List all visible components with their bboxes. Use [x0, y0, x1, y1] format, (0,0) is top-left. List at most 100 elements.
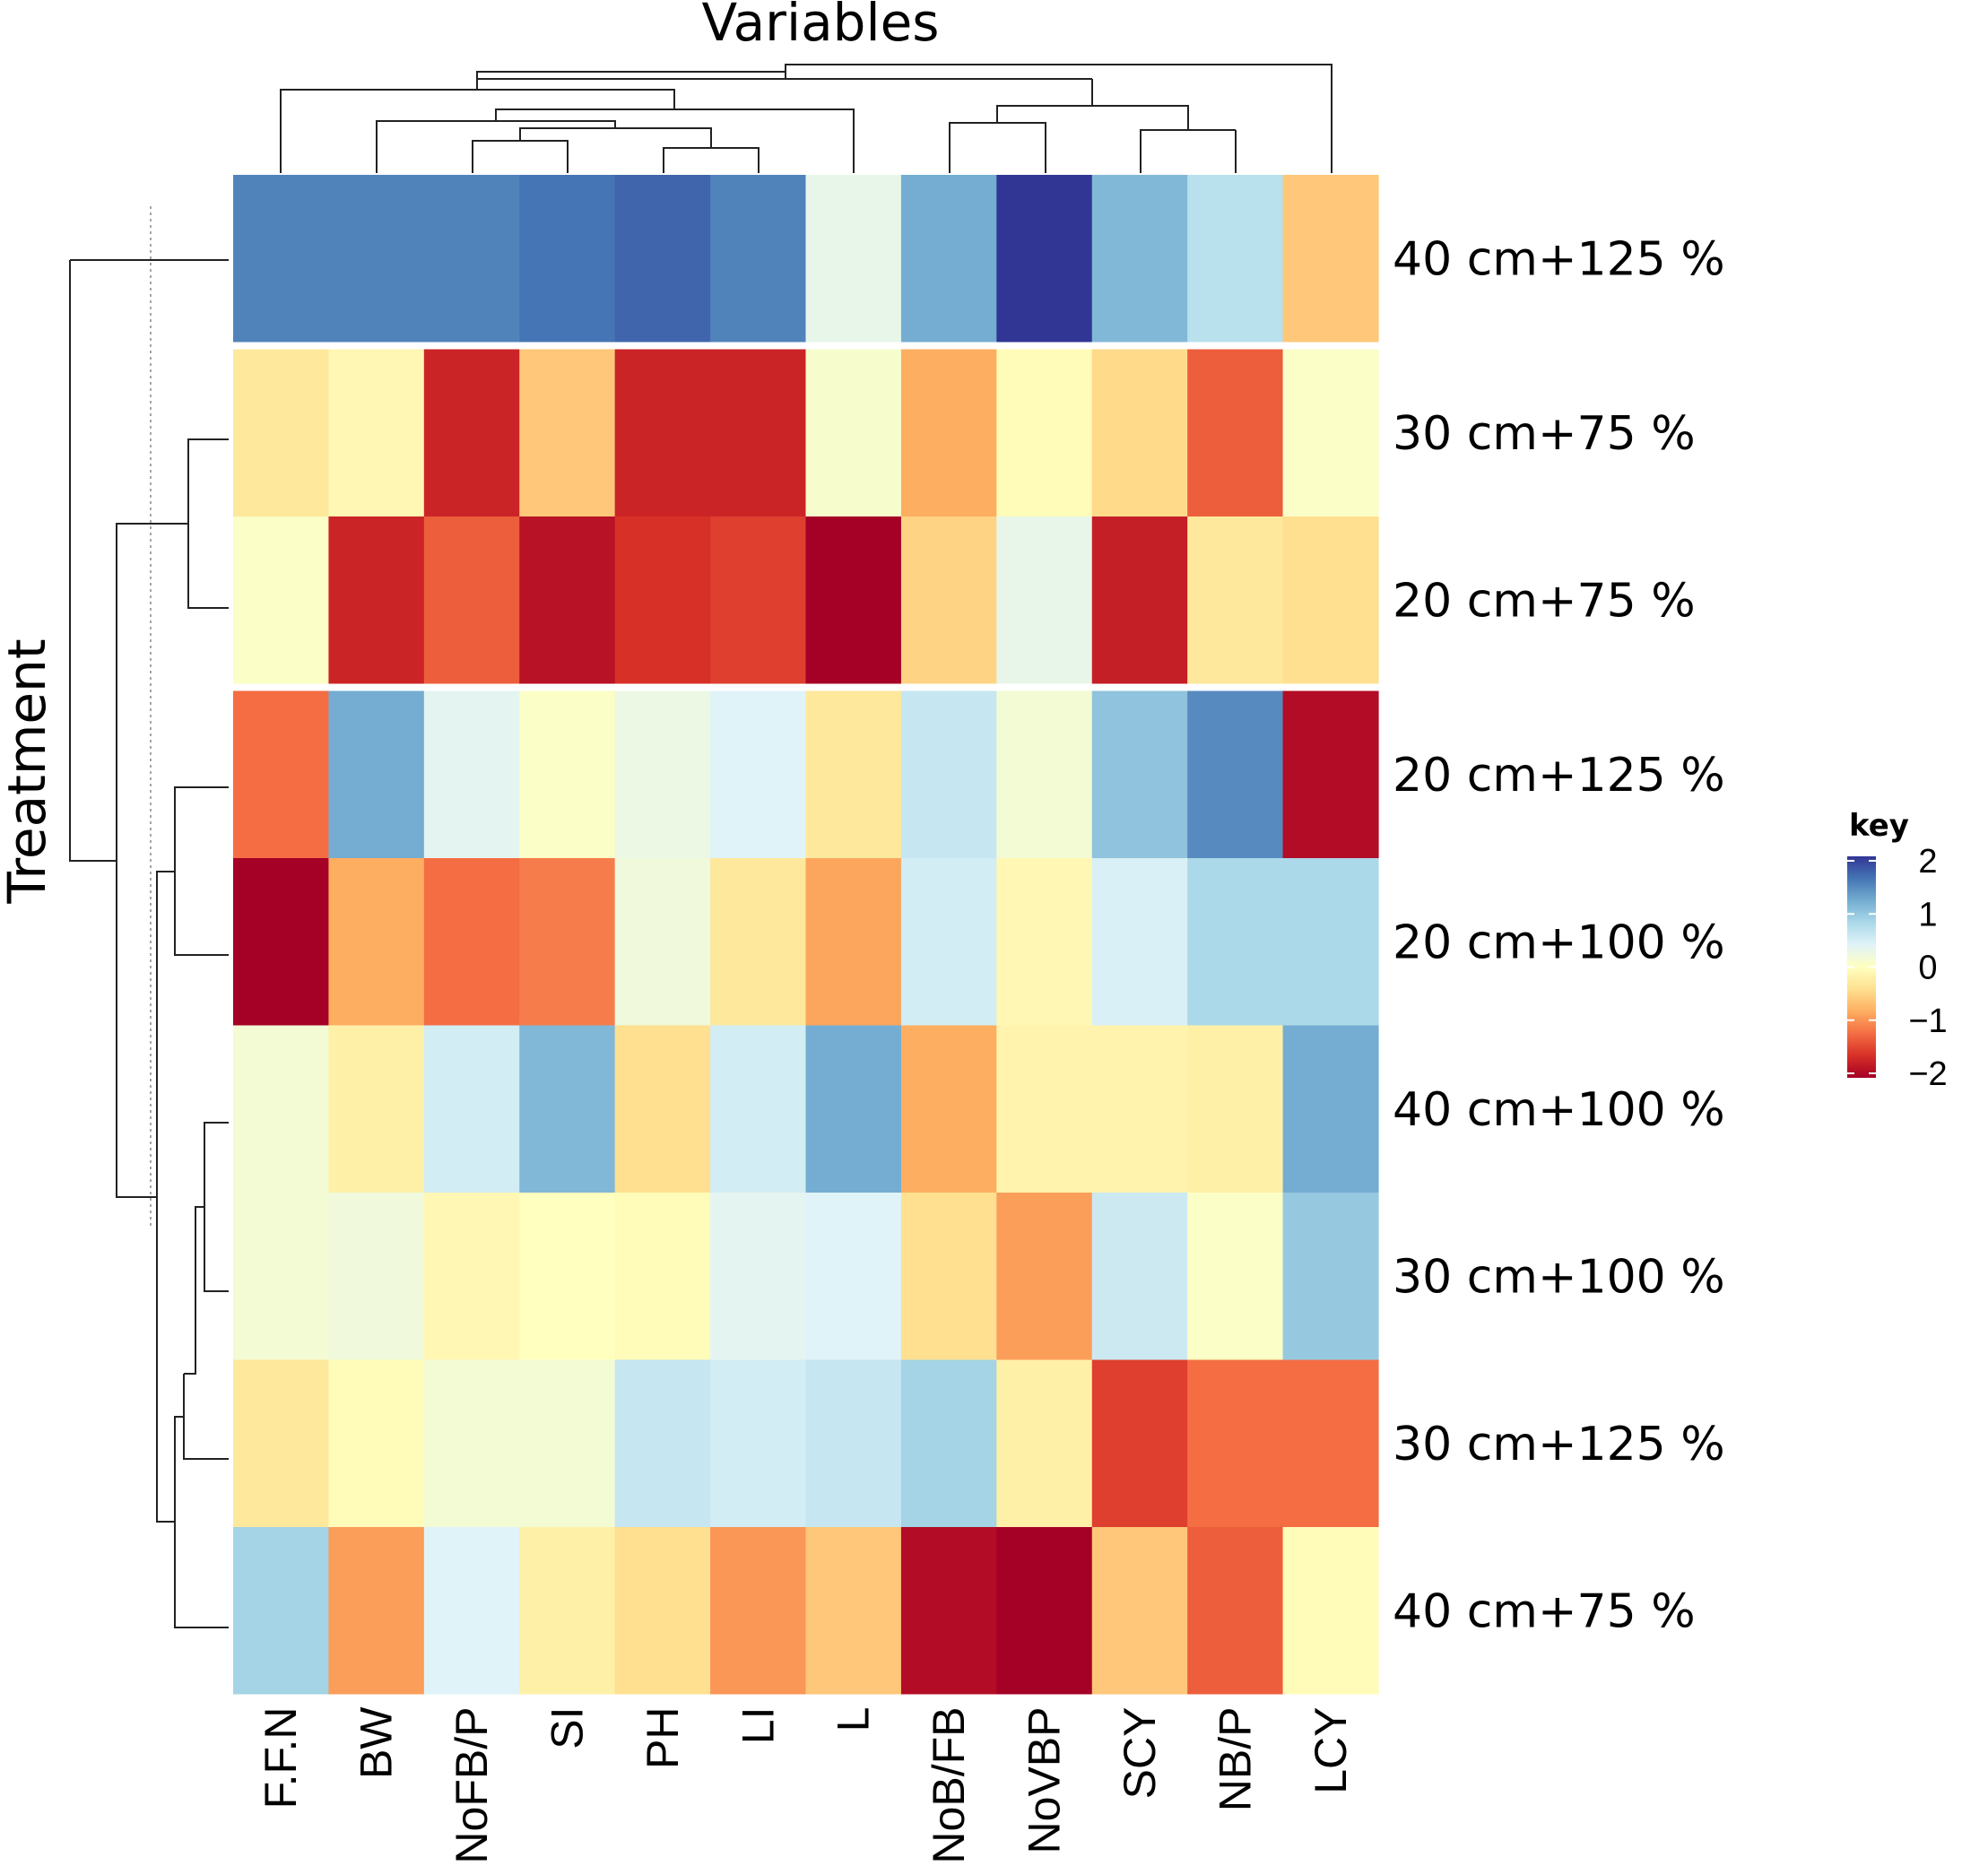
column-label: SCY: [1115, 1707, 1165, 1800]
heatmap-cell: [519, 858, 616, 1026]
column-label: NoVBP: [1020, 1707, 1070, 1854]
heatmap-cell: [328, 1193, 425, 1360]
heatmap-cell: [519, 1193, 616, 1360]
color-key-label: −2: [1908, 1055, 1947, 1093]
heatmap-cell: [328, 175, 425, 343]
heatmap-cell: [423, 349, 520, 516]
heatmap-cell: [900, 1359, 997, 1527]
heatmap-cell: [1282, 1527, 1379, 1695]
heatmap-cell: [710, 690, 807, 858]
heatmap-cell: [519, 175, 616, 343]
row-label: 40 cm+125 %: [1393, 232, 1725, 286]
heatmap-cell: [900, 858, 997, 1026]
heatmap-cell: [1282, 175, 1379, 343]
heatmap-cell: [1282, 516, 1379, 684]
col-dend-nobfb-novbp: [949, 122, 1046, 173]
color-key-label: −1: [1908, 1002, 1947, 1040]
heatmap-cell: [328, 1025, 425, 1193]
row-label: 40 cm+75 %: [1393, 1584, 1696, 1638]
row-label: 20 cm+125 %: [1393, 749, 1725, 803]
heatmap-cell: [614, 1025, 711, 1193]
heatmap-cell: [996, 1359, 1093, 1527]
heatmap-cell: [519, 349, 616, 516]
row-dend-merge-mid: [116, 523, 188, 1198]
y-axis-title: Treatment: [0, 638, 57, 904]
column-label: NB/P: [1210, 1707, 1260, 1812]
heatmap-cell: [996, 1193, 1093, 1360]
heatmap-cell: [805, 690, 902, 858]
heatmap-cell: [1187, 690, 1284, 858]
heatmap-cell: [614, 516, 711, 684]
heatmap-cell: [233, 175, 330, 343]
row-label: 20 cm+100 %: [1393, 916, 1725, 969]
heatmap-cell: [1282, 349, 1379, 516]
row-dend-30cm125: [183, 1374, 229, 1460]
heatmap-cell: [805, 175, 902, 343]
heatmap-cell: [1187, 1527, 1284, 1695]
heatmap-cell: [805, 1359, 902, 1527]
col-dend-merge-f: [996, 105, 1189, 130]
col-dend-si-nofbp: [472, 140, 569, 173]
row-label: 30 cm+100 %: [1393, 1250, 1725, 1304]
heatmap-cell: [423, 690, 520, 858]
heatmap-cell: [233, 1025, 330, 1193]
heatmap-cell: [1282, 858, 1379, 1026]
heatmap-cell: [710, 1359, 807, 1527]
column-label: L: [829, 1707, 879, 1732]
heatmap-cell: [423, 1193, 520, 1360]
heatmap-cell: [328, 690, 425, 858]
column-dendrogram: [280, 64, 1333, 173]
heatmap-cell: [519, 1527, 616, 1695]
row-dend-100-pair: [204, 1122, 229, 1292]
column-labels: F.F.N BW NoFB/P SI PH LI L NoB/FB NoVBP SCY NB/P LC…: [256, 1706, 1356, 1864]
heatmap-cell: [1282, 1193, 1379, 1360]
heatmap-cell: [1091, 1359, 1188, 1527]
column-label: NoB/FB: [924, 1707, 974, 1864]
column-label: BW: [352, 1706, 402, 1779]
heatmap-cell: [805, 858, 902, 1026]
heatmap-cell: [710, 858, 807, 1026]
color-key: key 2 1 0 −1 −2: [1847, 808, 1948, 1093]
heatmap-cell: [614, 349, 711, 516]
heatmap-cell: [233, 1193, 330, 1360]
column-label: F.F.N: [256, 1707, 306, 1810]
row-dendrogram: [69, 206, 229, 1628]
heatmap-cell: [805, 1193, 902, 1360]
row-label: 30 cm+125 %: [1393, 1418, 1725, 1471]
heatmap-cell: [328, 1527, 425, 1695]
heatmap-cell: [614, 858, 711, 1026]
color-key-label: 1: [1918, 896, 1937, 933]
heatmap-cell: [233, 349, 330, 516]
heatmap-cell: [519, 1025, 616, 1193]
heatmap-cell: [1091, 349, 1188, 516]
heatmap-cell: [1091, 1527, 1188, 1695]
heatmap-cell: [614, 1527, 711, 1695]
heatmap-cell: [423, 175, 520, 343]
column-label: LI: [733, 1707, 783, 1745]
row-label: 40 cm+100 %: [1393, 1083, 1725, 1137]
heatmap-cell: [900, 175, 997, 343]
heatmap-cell: [519, 1359, 616, 1527]
heatmap-cell: [996, 858, 1093, 1026]
heatmap-cell: [805, 1527, 902, 1695]
heatmap-cell: [233, 1359, 330, 1527]
col-dend-merge-c: [376, 120, 615, 173]
heatmap-cell: [900, 1527, 997, 1695]
heatmap-cell: [996, 1025, 1093, 1193]
heatmap-cell: [614, 690, 711, 858]
heatmap-cell: [233, 516, 330, 684]
chart-title: Variables: [701, 0, 939, 53]
heatmap-cell: [710, 1527, 807, 1695]
heatmap-cell: [423, 1025, 520, 1193]
heatmap-cell: [1187, 1193, 1284, 1360]
heatmap-cell: [710, 349, 807, 516]
column-label: SI: [543, 1707, 593, 1749]
heatmap-cells: [233, 175, 1379, 1695]
row-labels: 40 cm+125 % 30 cm+75 % 20 cm+75 % 20 cm+125…: [1393, 232, 1725, 1638]
heatmap-cell: [710, 516, 807, 684]
heatmap-cell: [1091, 175, 1188, 343]
color-key-label: 2: [1918, 843, 1937, 881]
heatmap-cell: [805, 516, 902, 684]
heatmap-cell: [1091, 1193, 1188, 1360]
